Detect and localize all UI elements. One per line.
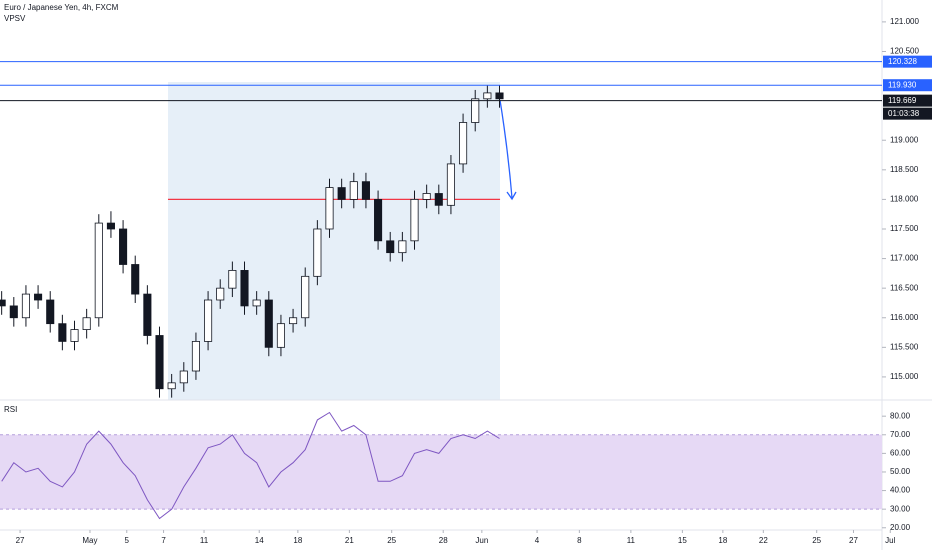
x-tick-label: 28 xyxy=(439,536,448,545)
y-tick-label: 80.00 xyxy=(890,411,911,420)
y-tick-label: 119.000 xyxy=(890,135,919,144)
candle-body xyxy=(325,187,334,230)
y-tick-label: 60.00 xyxy=(890,448,911,457)
rsi-band xyxy=(0,434,882,510)
candle-body xyxy=(228,270,237,289)
candle-body xyxy=(119,228,128,265)
candle-body xyxy=(349,181,358,200)
arrow-head xyxy=(506,191,517,201)
x-tick-label: 8 xyxy=(577,536,582,545)
y-tick-label: 117.500 xyxy=(890,224,919,233)
candle-body xyxy=(204,299,213,342)
candle-body xyxy=(264,299,273,348)
candle-body xyxy=(446,163,455,206)
y-tick-label: 20.00 xyxy=(890,523,911,532)
y-tick-label: 120.500 xyxy=(890,47,919,56)
x-tick-label: 25 xyxy=(387,536,396,545)
candle-body xyxy=(34,293,43,301)
candle-body xyxy=(289,317,298,325)
level-tag xyxy=(883,55,932,68)
x-tick-label: 22 xyxy=(759,536,768,545)
countdown: 01:03:38 xyxy=(888,109,920,118)
x-tick-label: 27 xyxy=(16,536,25,545)
volume-profile-area xyxy=(168,82,500,400)
y-tick-label: 116.000 xyxy=(890,313,919,322)
candle-body xyxy=(82,317,91,330)
candle-body xyxy=(167,382,176,390)
y-tick-label: 121.000 xyxy=(890,17,919,26)
x-tick-label: 11 xyxy=(200,536,209,545)
candle-body xyxy=(495,92,504,100)
candle-body xyxy=(46,299,55,325)
candle-body xyxy=(0,299,6,307)
candle-body xyxy=(361,181,370,200)
x-tick-label: 25 xyxy=(812,536,821,545)
candle-body xyxy=(410,199,419,242)
candle-body xyxy=(471,98,480,123)
x-tick-label: Jul xyxy=(885,536,895,545)
y-tick-label: 115.500 xyxy=(890,342,919,351)
x-tick-label: 5 xyxy=(125,536,130,545)
candle-body xyxy=(216,287,225,301)
candle-body xyxy=(434,193,443,206)
candle-body xyxy=(313,228,322,277)
candle-body xyxy=(398,240,407,254)
x-tick-label: 15 xyxy=(678,536,687,545)
candle-body xyxy=(131,264,140,295)
y-tick-label: 40.00 xyxy=(890,486,911,495)
y-tick-label: 70.00 xyxy=(890,430,911,439)
level-tag xyxy=(883,94,932,107)
candle-body xyxy=(21,293,30,319)
y-tick-label: 117.000 xyxy=(890,254,919,263)
candle-body xyxy=(155,335,164,390)
candle-body xyxy=(9,305,18,319)
y-tick-label: 50.00 xyxy=(890,467,911,476)
countdown-tag xyxy=(883,107,932,120)
y-tick-label: 30.00 xyxy=(890,504,911,513)
candle-body xyxy=(483,92,492,100)
x-tick-label: 7 xyxy=(161,536,166,545)
candle-body xyxy=(94,222,103,319)
x-tick-label: Jun xyxy=(475,536,488,545)
candle-body xyxy=(252,299,261,307)
x-tick-label: 27 xyxy=(849,536,858,545)
y-tick-label: 118.000 xyxy=(890,195,919,204)
candle-body xyxy=(337,187,346,200)
candle-body xyxy=(70,329,79,342)
x-tick-label: 21 xyxy=(345,536,354,545)
x-tick-label: 11 xyxy=(627,536,636,545)
x-tick-label: May xyxy=(82,536,97,545)
candle-body xyxy=(276,323,285,348)
indicator-name: VPSV xyxy=(4,14,26,23)
level-label: 119.669 xyxy=(888,96,917,105)
candle-body xyxy=(240,270,249,307)
x-tick-label: 18 xyxy=(718,536,727,545)
candle-body xyxy=(422,193,431,200)
candle-body xyxy=(58,323,67,342)
candle-body xyxy=(459,122,468,165)
projection-arrow xyxy=(499,99,513,199)
rsi-title: RSI xyxy=(4,405,17,414)
y-tick-label: 116.500 xyxy=(890,283,919,292)
candle-body xyxy=(301,275,310,319)
candle-body xyxy=(386,240,395,254)
candle-body xyxy=(179,370,188,384)
x-tick-label: 4 xyxy=(535,536,540,545)
level-label: 119.930 xyxy=(888,80,917,89)
candle-body xyxy=(191,341,200,372)
level-label: 120.328 xyxy=(888,57,917,66)
level-tag xyxy=(883,79,932,92)
candle-body xyxy=(106,222,115,230)
y-tick-label: 118.500 xyxy=(890,165,919,174)
x-tick-label: 14 xyxy=(255,536,264,545)
candle-body xyxy=(374,199,383,242)
x-tick-label: 18 xyxy=(293,536,302,545)
candle-body xyxy=(143,293,152,336)
rsi-line xyxy=(1,411,500,520)
symbol-title: Euro / Japanese Yen, 4h, FXCM xyxy=(4,3,119,12)
y-tick-label: 115.000 xyxy=(890,372,919,381)
